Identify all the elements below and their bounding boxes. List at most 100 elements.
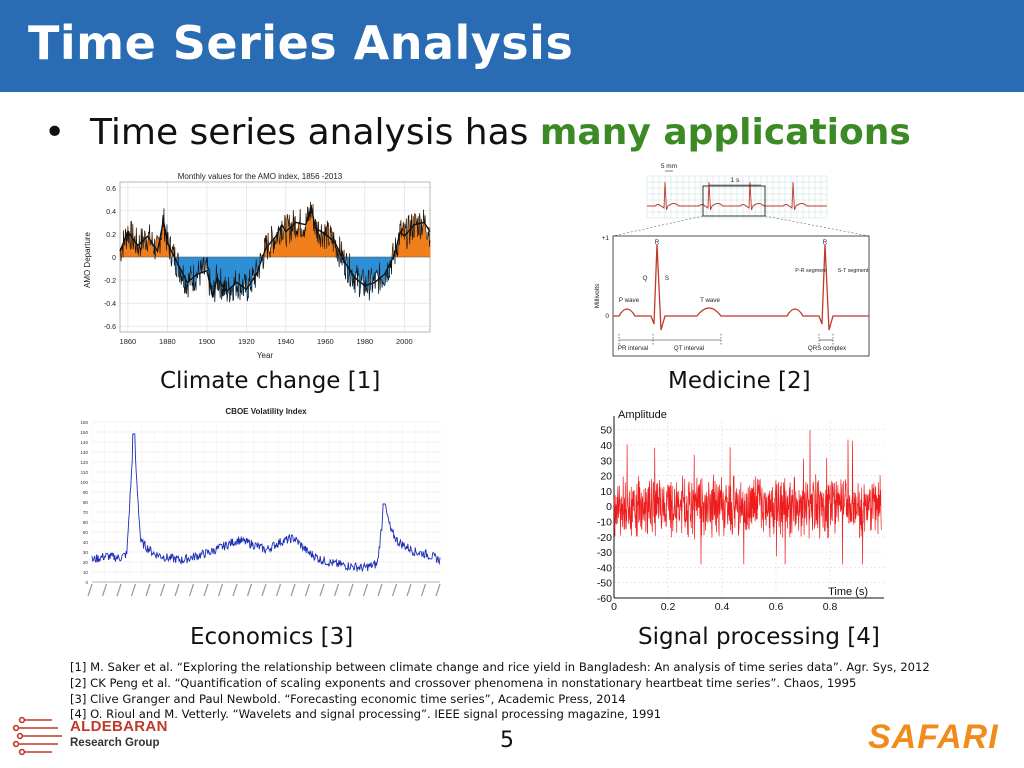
signal-ytick: -20 <box>597 532 612 544</box>
bullet-text: Time series analysis has many applicatio… <box>90 112 911 153</box>
aldebaran-name: ALDEBARAN <box>70 718 168 735</box>
vix-xtick-mark <box>261 583 267 597</box>
amo-xtick: 1920 <box>238 337 255 346</box>
vix-xtick-mark <box>130 583 137 597</box>
vix-ytick: 70 <box>83 510 89 515</box>
amo-xtick: 1900 <box>199 337 216 346</box>
signal-xtick: 0 <box>611 601 617 613</box>
vix-ytick: 20 <box>83 560 89 565</box>
vix-xtick-mark <box>116 583 122 597</box>
vix-xtick-mark <box>188 583 195 597</box>
vix-xtick-mark <box>391 583 398 597</box>
caption-signal: Signal processing [4] <box>638 624 880 650</box>
ecg-annotation: P wave <box>619 297 640 304</box>
signal-ytick: -60 <box>597 593 612 605</box>
vix-xtick-mark <box>174 583 180 597</box>
amo-ytick: 0.4 <box>106 209 116 216</box>
ecg-ylabel: Millivolts <box>594 283 601 308</box>
page-number: 5 <box>500 728 514 753</box>
vix-ytick: 120 <box>80 460 88 465</box>
vix-ytick: 30 <box>83 550 89 555</box>
vix-xtick-mark <box>377 583 383 597</box>
signal-ytick: 0 <box>606 501 612 513</box>
vix-xtick-mark <box>290 583 296 597</box>
vix-ytick: 100 <box>80 480 88 485</box>
signal-series-line <box>613 429 882 565</box>
amo-ytick: -0.2 <box>104 278 116 285</box>
amo-title: Monthly values for the AMO index, 1856 -… <box>178 172 343 181</box>
vix-xtick-mark <box>420 583 427 597</box>
bullet-marker: • <box>44 112 66 153</box>
vix-title: CBOE Volatility Index <box>225 407 307 416</box>
amo-xtick: 1960 <box>317 337 334 346</box>
amo-ytick: -0.4 <box>104 301 116 308</box>
ecg-ytick: 0 <box>605 313 609 320</box>
vix-ytick: 0 <box>85 580 88 585</box>
ecg-ytick: +1 <box>602 235 610 242</box>
signal-ytick: 20 <box>600 471 612 483</box>
amo-xtick: 1980 <box>356 337 373 346</box>
vix-ytick: 130 <box>80 450 88 455</box>
signal-xtick: 0.2 <box>661 601 676 613</box>
slide-title: Time Series Analysis <box>28 16 574 70</box>
signal-ytick: 10 <box>600 486 612 498</box>
amo-xtick: 1940 <box>278 337 295 346</box>
ecg-chart: 5 mm 1 s +1 0 Millivolts R R Q S P wave T wave QT … <box>594 163 870 357</box>
vix-xtick-mark <box>333 583 340 597</box>
ecg-annotation: R <box>655 239 660 246</box>
signal-ytick: 50 <box>600 425 612 437</box>
signal-xlabel: Time (s) <box>828 586 868 598</box>
caption-economics: Economics [3] <box>190 624 354 650</box>
signal-ytick: 40 <box>600 440 612 452</box>
vix-ytick: 60 <box>83 520 89 525</box>
vix-ytick: 40 <box>83 540 89 545</box>
bullet-highlight: many applications <box>539 112 911 153</box>
signal-ytick: -10 <box>597 516 612 528</box>
amo-ytick: 0.6 <box>106 186 116 193</box>
vix-xtick-mark <box>435 583 441 597</box>
amo-chart: Monthly values for the AMO index, 1856 -… <box>83 172 431 360</box>
ecg-connector <box>612 215 704 237</box>
reference-3: [3] Clive Granger and Paul Newbold. “For… <box>70 691 626 706</box>
reference-1: [1] M. Saker et al. “Exploring the relat… <box>70 660 930 674</box>
caption-climate: Climate change [1] <box>160 368 381 394</box>
vix-ytick: 140 <box>80 440 88 445</box>
vix-xtick-mark <box>87 583 93 597</box>
ecg-annotation: PR interval <box>618 345 648 352</box>
vix-xtick-mark <box>275 583 282 597</box>
signal-ytick: -50 <box>597 578 612 590</box>
aldebaran-logo: ALDEBARAN Research Group <box>12 714 172 760</box>
amo-xtick: 2000 <box>396 337 413 346</box>
ecg-connector <box>764 215 870 237</box>
amo-ytick: 0 <box>112 255 116 262</box>
vix-ytick: 50 <box>83 530 89 535</box>
vix-ytick: 80 <box>83 500 89 505</box>
ecg-annotation: R <box>823 239 828 246</box>
ecg-annotation: QRS complex <box>808 345 847 352</box>
vix-xtick-mark <box>145 583 151 597</box>
circuit-icon <box>12 716 62 756</box>
vix-xtick-mark <box>406 583 412 597</box>
ecg-annotation: 5 mm <box>661 163 677 170</box>
vix-ytick: 10 <box>83 570 89 575</box>
ecg-annotation: 1 s <box>731 177 740 184</box>
signal-ytick: 30 <box>600 455 612 467</box>
vix-chart: CBOE Volatility Index 160 150 140 130 120 110… <box>80 407 441 597</box>
vix-xtick-mark <box>304 583 311 597</box>
ecg-annotation: S <box>665 275 669 282</box>
vix-xtick-mark <box>232 583 238 597</box>
caption-medicine: Medicine [2] <box>668 368 811 394</box>
signal-ytick: -40 <box>597 562 612 574</box>
title-bar <box>0 0 1024 92</box>
vix-ytick: 90 <box>83 490 89 495</box>
ecg-zoom-line <box>613 243 869 331</box>
signal-ytick: -30 <box>597 547 612 559</box>
ecg-annotation: QT interval <box>674 345 704 352</box>
amo-ytick: 0.2 <box>106 232 116 239</box>
vix-xtick-mark <box>319 583 325 597</box>
amo-ytick: -0.6 <box>104 324 116 331</box>
aldebaran-sub: Research Group <box>70 737 160 749</box>
amo-xtick: 1880 <box>159 337 176 346</box>
ecg-annotation: T wave <box>700 297 720 304</box>
safari-logo: SAFARI <box>868 718 999 756</box>
